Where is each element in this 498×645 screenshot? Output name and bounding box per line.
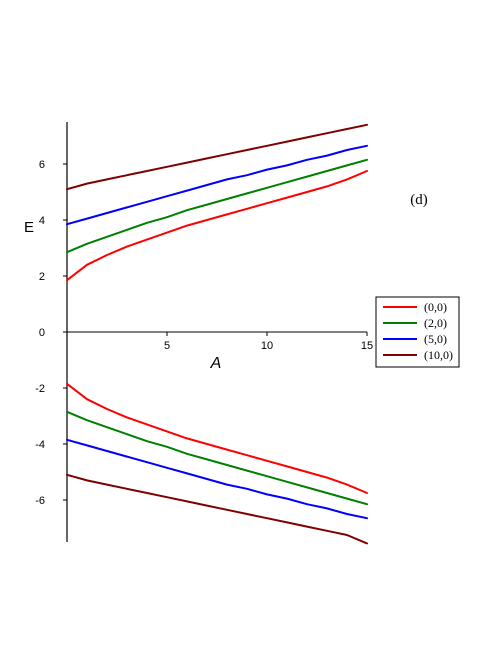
x-tick-label: 15 <box>361 340 373 352</box>
ticks: 5 10 15 -6 -4 -2 0 2 4 6 <box>35 159 373 507</box>
legend-label: (10,0) <box>424 348 453 362</box>
y-tick-label: -6 <box>35 495 45 507</box>
y-tick-label: -2 <box>35 383 45 395</box>
y-tick-label: 4 <box>39 215 45 227</box>
series-line-upper <box>66 123 368 191</box>
y-tick-label: 6 <box>39 159 45 171</box>
x-tick-label: 10 <box>261 340 273 352</box>
legend-label: (0,0) <box>424 300 447 314</box>
series-line-lower <box>66 473 368 545</box>
series-line-lower <box>66 410 368 506</box>
series-line-lower <box>66 438 368 520</box>
axes <box>66 122 367 542</box>
legend-label: (5,0) <box>424 332 447 346</box>
y-tick-label: 2 <box>39 271 45 283</box>
series-line-upper <box>66 170 368 282</box>
panel-label: (d) <box>410 192 428 208</box>
x-tick-label: 5 <box>164 340 170 352</box>
series-layer <box>66 123 368 545</box>
series-line-upper <box>66 144 368 226</box>
y-tick-label: -4 <box>35 439 45 451</box>
series-line-lower <box>66 382 368 494</box>
legend-items: (0,0) (2,0) (5,0) (10,0) <box>383 300 453 362</box>
legend-label: (2,0) <box>424 316 447 330</box>
y-tick-label: 0 <box>39 327 45 339</box>
y-axis-title: E <box>24 219 34 236</box>
series-line-upper <box>66 158 368 254</box>
x-axis-title: A <box>210 355 222 372</box>
legend: (0,0) (2,0) (5,0) (10,0) <box>375 296 460 368</box>
